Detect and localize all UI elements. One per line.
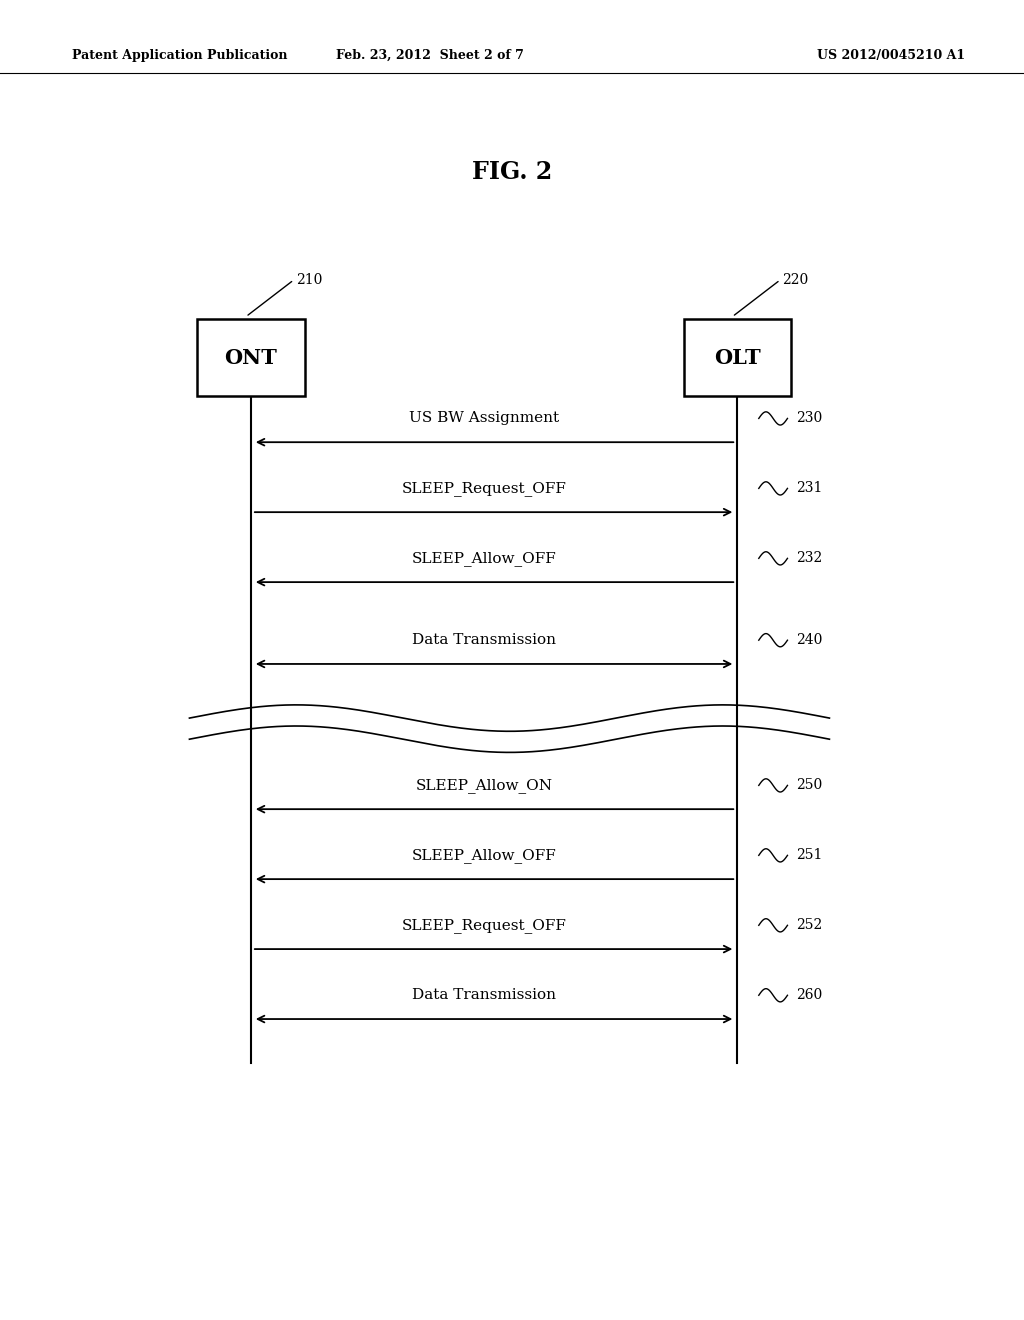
Text: 232: 232 <box>796 552 822 565</box>
Bar <box>197 319 305 396</box>
Text: 230: 230 <box>796 412 822 425</box>
Text: 240: 240 <box>796 634 822 647</box>
Text: OLT: OLT <box>714 347 761 368</box>
Text: US BW Assignment: US BW Assignment <box>409 412 559 425</box>
Text: US 2012/0045210 A1: US 2012/0045210 A1 <box>817 49 965 62</box>
Text: Feb. 23, 2012  Sheet 2 of 7: Feb. 23, 2012 Sheet 2 of 7 <box>336 49 524 62</box>
Text: Patent Application Publication: Patent Application Publication <box>72 49 287 62</box>
Text: FIG. 2: FIG. 2 <box>472 160 552 183</box>
Text: Data Transmission: Data Transmission <box>412 989 556 1002</box>
Text: SLEEP_Request_OFF: SLEEP_Request_OFF <box>401 480 566 496</box>
Text: 231: 231 <box>796 482 822 495</box>
Text: Data Transmission: Data Transmission <box>412 634 556 647</box>
Text: 252: 252 <box>796 919 822 932</box>
Text: 250: 250 <box>796 779 822 792</box>
Text: 260: 260 <box>796 989 822 1002</box>
Text: SLEEP_Allow_OFF: SLEEP_Allow_OFF <box>412 847 556 863</box>
Text: ONT: ONT <box>224 347 278 368</box>
Text: SLEEP_Allow_OFF: SLEEP_Allow_OFF <box>412 550 556 566</box>
Text: 220: 220 <box>782 273 809 286</box>
Text: 251: 251 <box>796 849 822 862</box>
Text: SLEEP_Request_OFF: SLEEP_Request_OFF <box>401 917 566 933</box>
Text: SLEEP_Allow_ON: SLEEP_Allow_ON <box>416 777 552 793</box>
Text: 210: 210 <box>296 273 323 286</box>
Bar <box>684 319 791 396</box>
